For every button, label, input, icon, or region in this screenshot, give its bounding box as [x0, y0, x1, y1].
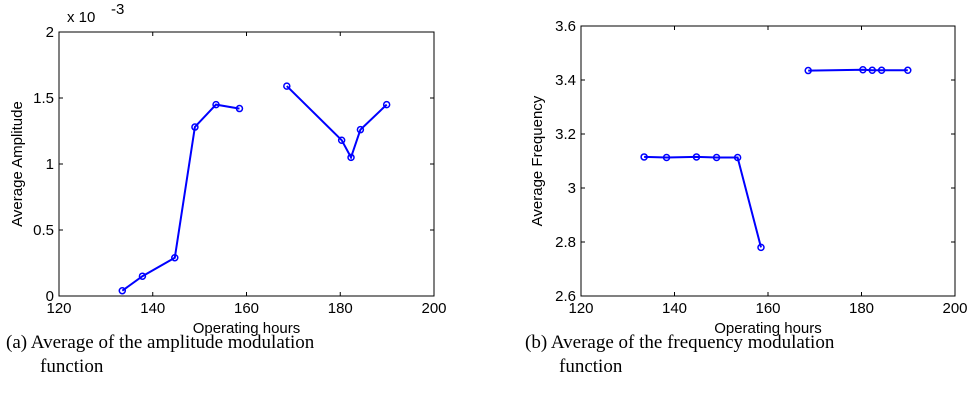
chart-a-xtick-label: 140 [140, 300, 165, 317]
chart-a-y-exponent-power: -3 [111, 1, 124, 18]
caption-b-line1: Average of the frequency modulation [550, 332, 835, 353]
chart-b-y-axis-label: Average Frequency [529, 95, 546, 226]
chart-a-data-point [356, 125, 365, 134]
chart-a-data-point [382, 100, 391, 109]
chart-b-data-point [712, 153, 721, 162]
chart-a-data-point [347, 153, 355, 162]
chart-b-data-point [640, 153, 648, 161]
chart-b-series-line [644, 155, 762, 248]
chart-b-series-line [808, 68, 908, 72]
chart-b-plot-frame [580, 25, 956, 297]
caption-b: (b) Average of the frequency modulation … [525, 331, 979, 379]
chart-a-data-point [212, 100, 220, 109]
chart-b-data-point [662, 153, 671, 162]
chart-a-xtick-label: 200 [421, 300, 446, 317]
chart-a-ytick-label: 0 [46, 288, 54, 305]
caption-a-line1: Average of the amplitude modulation [30, 332, 315, 353]
caption-a-tag: (a) [6, 332, 28, 353]
chart-a-data-point [118, 286, 127, 295]
chart-a-ytick-label: 0.5 [33, 222, 54, 239]
chart-a-ytick-label: 2 [46, 24, 54, 41]
chart-a-data-point [191, 123, 199, 131]
chart-b-ytick-label: 3.6 [555, 18, 576, 35]
chart-b-xtick-label: 120 [568, 300, 593, 317]
chart-b-data-point [868, 66, 877, 75]
chart-a-ytick-label: 1.5 [33, 90, 54, 107]
chart-b-ytick-label: 3.4 [555, 72, 576, 89]
chart-a-ytick-label: 1 [46, 156, 54, 173]
chart-b-data-point [804, 66, 812, 75]
chart-b-data-point [859, 65, 867, 74]
chart-b-ytick-label: 3 [568, 180, 576, 197]
chart-b-data-point [757, 243, 765, 252]
chart-a-xtick-label: 160 [234, 300, 259, 317]
chart-a-data-point [283, 82, 291, 90]
chart-a-data-point [171, 253, 179, 262]
caption-a: (a) Average of the amplitude modulation … [6, 331, 476, 379]
chart-b-data-point [904, 66, 912, 75]
chart-b-x-axis-label: Operating hours [714, 320, 822, 337]
chart-a-xtick-label: 120 [46, 300, 71, 317]
chart-a-y-axis-label: Average Amplitude [9, 101, 26, 227]
chart-b-xtick-label: 160 [755, 300, 780, 317]
caption-a-line2: function [40, 356, 104, 377]
chart-a-plot-frame [58, 31, 435, 297]
chart-b-xtick-label: 140 [662, 300, 687, 317]
chart-a-x-axis-label: Operating hours [193, 320, 301, 337]
chart-b-ytick-label: 3.2 [555, 126, 576, 143]
chart-a-series-line [121, 103, 240, 292]
caption-b-tag: (b) [525, 332, 548, 353]
chart-b-ytick-label: 2.6 [555, 288, 576, 305]
chart-b-data-point [877, 66, 886, 75]
caption-b-line2: function [559, 356, 623, 377]
chart-b-data-point [692, 153, 701, 161]
chart-a-y-exponent-label: x 10 [67, 9, 95, 26]
chart-a-series-line [286, 85, 388, 160]
chart-b-xtick-label: 180 [849, 300, 874, 317]
chart-a-xtick-label: 180 [328, 300, 353, 317]
chart-a-data-point [337, 136, 346, 144]
chart-a-data-point [138, 272, 147, 280]
chart-b-ytick-label: 2.8 [555, 234, 576, 251]
chart-a-data-point [235, 104, 244, 113]
chart-b-data-point [733, 153, 742, 162]
chart-b-xtick-label: 200 [942, 300, 967, 317]
